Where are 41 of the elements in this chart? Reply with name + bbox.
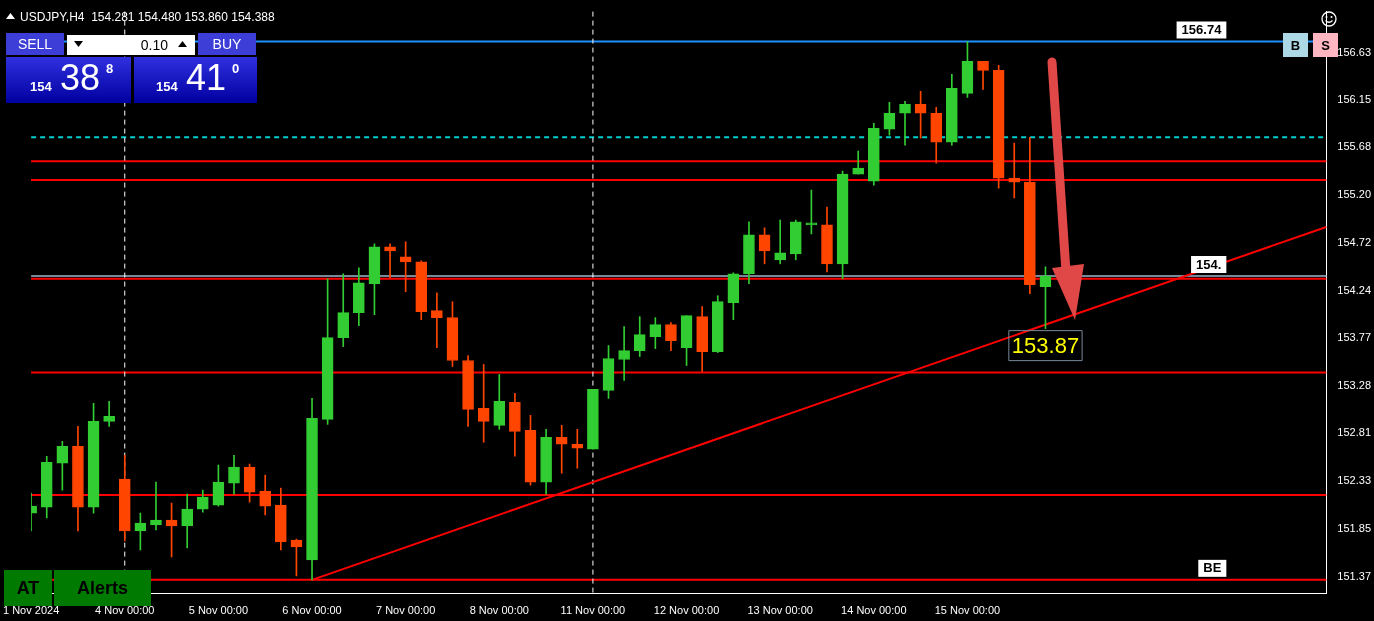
x-tick-label: 7 Nov 00:00 — [375, 604, 436, 617]
chart-title: USDJPY,H4 154.281 154.480 153.860 154.388 — [20, 10, 275, 24]
y-tick-label: 153.77 — [1337, 330, 1372, 343]
annotation: SELL — [6, 33, 64, 55]
y-tick-label: 153.28 — [1337, 379, 1372, 392]
x-tick-label: 5 Nov 00:00 — [188, 604, 249, 617]
x-tick-label: 15 Nov 00:00 — [934, 604, 1001, 617]
ref-line-label: 154. — [1196, 256, 1222, 272]
annotation: Alerts — [54, 570, 151, 606]
x-tick-label: 6 Nov 00:00 — [282, 604, 342, 617]
y-tick-label: 155.20 — [1337, 188, 1372, 201]
x-tick-label: 13 Nov 00:00 — [747, 604, 813, 617]
y-tick-label: 151.85 — [1337, 522, 1372, 535]
y-tick-label: 155.68 — [1337, 140, 1372, 153]
annotation: BUY — [198, 33, 256, 55]
annotation: 154 — [30, 79, 52, 94]
annotation: 41 — [186, 57, 227, 98]
x-tick-label: 14 Nov 00:00 — [841, 604, 907, 617]
y-tick-label: 154.72 — [1337, 235, 1372, 248]
y-tick-label: 151.37 — [1337, 569, 1372, 582]
annotation: 154 — [156, 79, 178, 94]
ref-line-label: BE — [1203, 560, 1222, 576]
x-tick-label: 12 Nov 00:00 — [653, 604, 720, 617]
annotation: AT — [4, 570, 52, 606]
annotation: S — [1313, 33, 1338, 57]
annotation: B — [1283, 33, 1308, 57]
annotation: 0 — [232, 61, 240, 76]
annotation: 8 — [106, 61, 114, 76]
annotation: 153.87 — [1011, 332, 1080, 358]
y-tick-label: 156.15 — [1337, 93, 1372, 106]
ref-line-label: 156.74 — [1181, 22, 1223, 38]
annotation: 38 — [60, 57, 101, 98]
x-tick-label: 1 Nov 2024 — [3, 604, 60, 617]
x-tick-label: 11 Nov 00:00 — [560, 604, 626, 617]
y-tick-label: 154.24 — [1337, 283, 1372, 296]
annotation: 0.10 — [139, 36, 168, 55]
y-tick-label: 152.81 — [1337, 426, 1372, 439]
y-tick-label: 156.63 — [1337, 45, 1372, 58]
y-tick-label: 152.33 — [1337, 474, 1372, 487]
x-tick-label: 4 Nov 00:00 — [95, 604, 155, 617]
x-tick-label: 8 Nov 00:00 — [469, 604, 529, 617]
